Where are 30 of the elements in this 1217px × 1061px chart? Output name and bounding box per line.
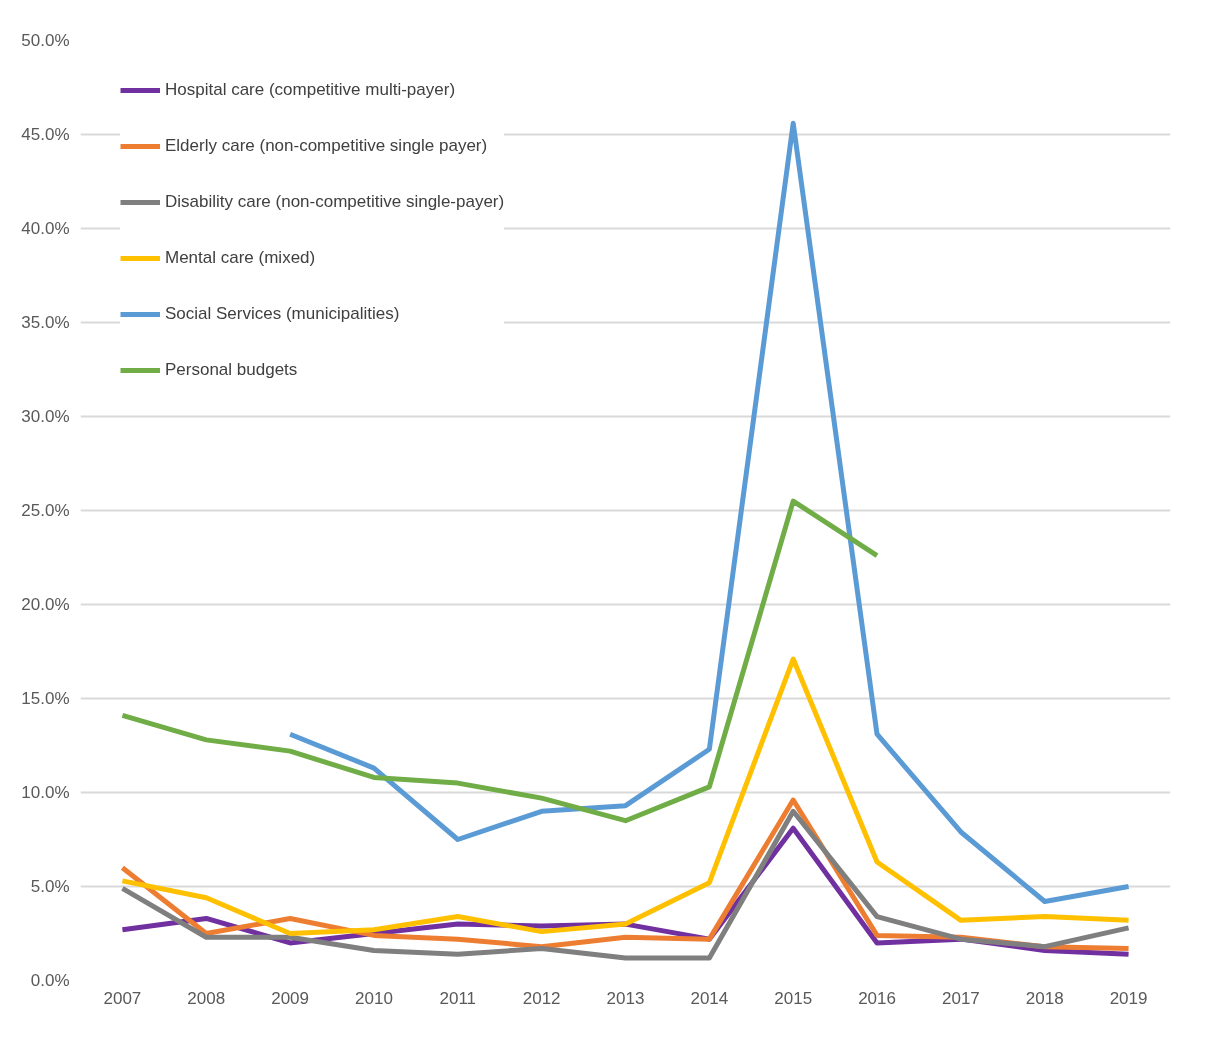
legend-label: Social Services (municipalities) [165,304,400,324]
y-tick-label: 40.0% [21,219,70,238]
x-tick-label: 2007 [103,988,142,1008]
legend-label: Elderly care (non-competitive single payer) [165,136,488,156]
y-tick-label: 25.0% [21,501,70,520]
legend-label: Disability care (non-competitive single-payer) [165,192,505,212]
x-tick-label: 2012 [522,988,561,1008]
x-tick-label: 2011 [439,988,477,1008]
legend-label: Mental care (mixed) [165,248,316,268]
y-tick-label: 20.0% [21,595,70,614]
y-tick-label: 45.0% [21,125,70,144]
y-tick-label: 15.0% [21,689,70,708]
x-tick-label: 2009 [271,988,310,1008]
x-tick-label: 2016 [858,988,896,1008]
x-tick-label: 2019 [1109,988,1148,1008]
x-tick-label: 2015 [774,988,813,1008]
y-tick-label: 0.0% [30,971,70,990]
y-tick-label: 10.0% [21,783,70,802]
legend-label: Personal budgets [165,360,298,380]
x-tick-label: 2010 [355,988,393,1008]
y-tick-label: 35.0% [21,313,70,332]
x-tick-label: 2017 [941,988,980,1008]
x-tick-label: 2008 [187,988,226,1008]
x-tick-label: 2014 [690,988,729,1008]
y-tick-label: 50.0% [21,31,70,50]
x-tick-label: 2018 [1025,988,1064,1008]
y-tick-label: 5.0% [30,877,70,896]
y-tick-label: 30.0% [21,407,70,426]
legend-label: Hospital care (competitive multi-payer) [165,80,456,100]
x-tick-label: 2013 [606,988,645,1008]
